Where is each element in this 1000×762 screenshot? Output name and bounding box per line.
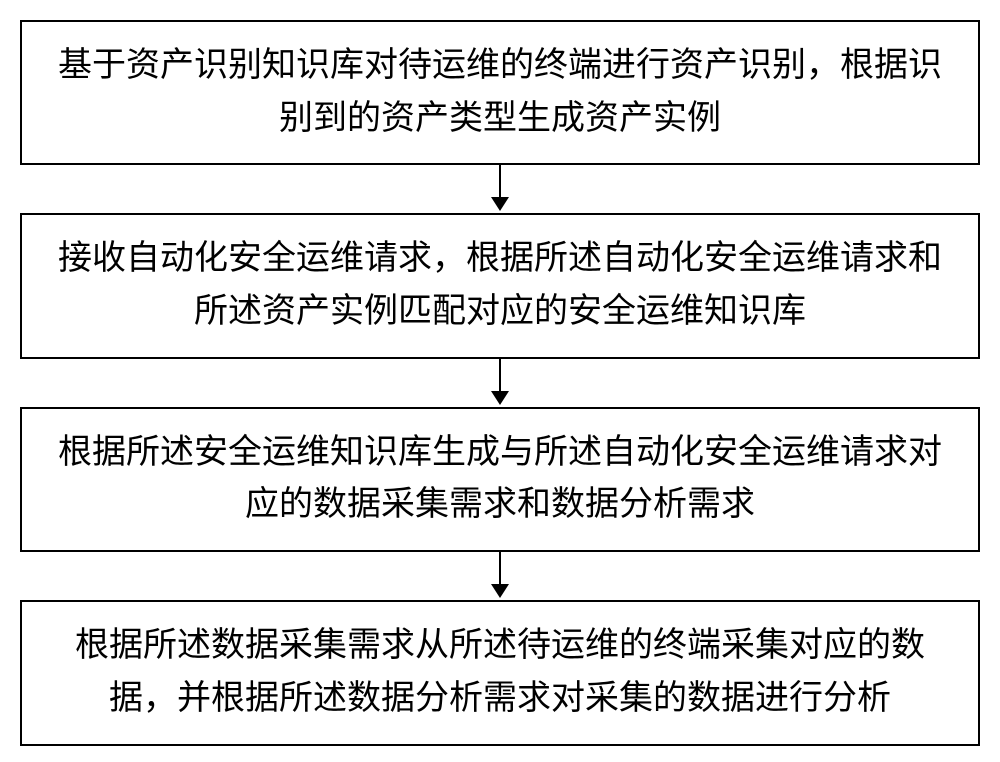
arrow-down-icon (488, 165, 512, 213)
flow-step-4-text: 根据所述数据采集需求从所述待运维的终端采集对应的数据，并根据所述数据分析需求对采… (75, 627, 925, 717)
flow-step-2: 接收自动化安全运维请求，根据所述自动化安全运维请求和所述资产实例匹配对应的安全运… (20, 213, 980, 358)
flow-arrow-2 (20, 359, 980, 407)
arrow-down-icon (488, 552, 512, 600)
flow-step-1-text: 基于资产识别知识库对待运维的终端进行资产识别，根据识别到的资产类型生成资产实例 (58, 47, 942, 137)
flow-arrow-1 (20, 165, 980, 213)
flow-step-4: 根据所述数据采集需求从所述待运维的终端采集对应的数据，并根据所述数据分析需求对采… (20, 600, 980, 745)
flow-arrow-3 (20, 552, 980, 600)
flow-step-2-text: 接收自动化安全运维请求，根据所述自动化安全运维请求和所述资产实例匹配对应的安全运… (58, 240, 942, 330)
flow-step-1: 基于资产识别知识库对待运维的终端进行资产识别，根据识别到的资产类型生成资产实例 (20, 20, 980, 165)
flow-step-3-text: 根据所述安全运维知识库生成与所述自动化安全运维请求对应的数据采集需求和数据分析需… (58, 434, 942, 524)
flowchart-container: 基于资产识别知识库对待运维的终端进行资产识别，根据识别到的资产类型生成资产实例 … (0, 0, 1000, 762)
flow-step-3: 根据所述安全运维知识库生成与所述自动化安全运维请求对应的数据采集需求和数据分析需… (20, 407, 980, 552)
arrow-down-icon (488, 359, 512, 407)
